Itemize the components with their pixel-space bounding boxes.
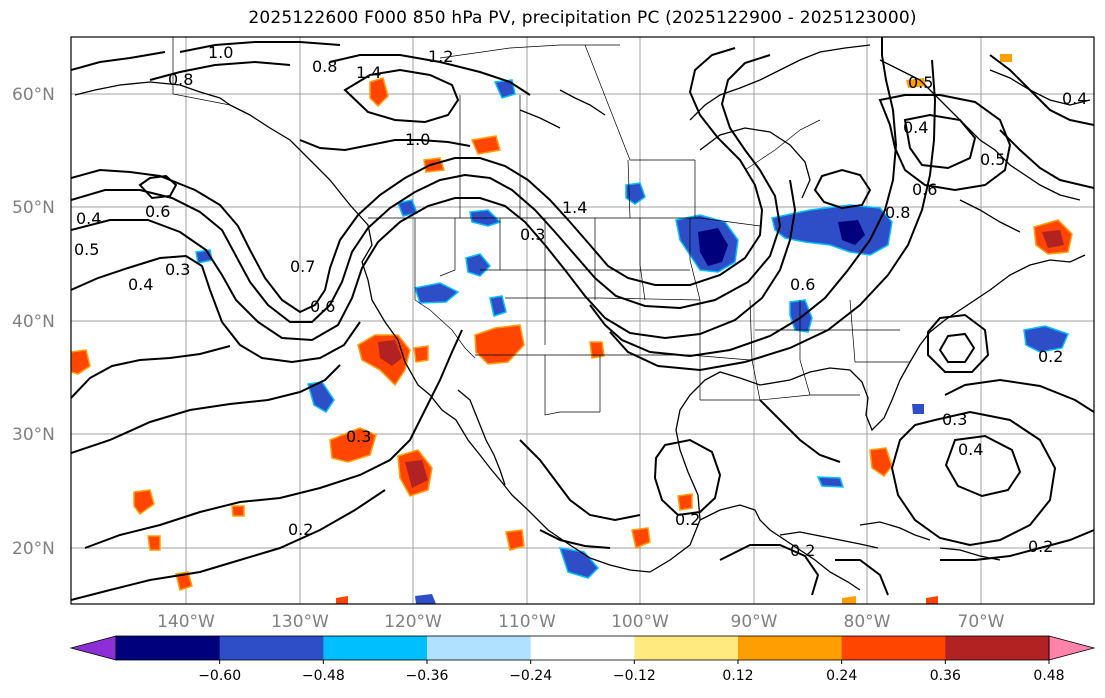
pv-contours [71, 37, 1094, 601]
longitude-labels: 140°W 130°W 120°W 110°W 100°W 90°W 80°W … [157, 612, 1005, 632]
contour-label: 0.3 [942, 410, 967, 429]
contour-label: 1.2 [428, 47, 453, 66]
precip-positive-regions [71, 54, 1073, 604]
contour-label: 0.6 [310, 297, 335, 316]
colorbar-segment [841, 636, 946, 660]
contour-label: 0.2 [1028, 537, 1053, 556]
contour-label: 0.6 [145, 202, 170, 221]
contour-label: 0.8 [885, 203, 910, 222]
colorbar-segment [323, 636, 428, 660]
lon-label: 140°W [157, 612, 215, 632]
contour-label: 0.2 [675, 510, 700, 529]
lat-label: 40°N [12, 312, 55, 332]
lat-label: 20°N [12, 539, 55, 559]
colorbar-tick-label: 0.24 [826, 668, 857, 684]
coastlines [74, 44, 1091, 591]
contour-label: 0.3 [520, 225, 545, 244]
contour-label: 0.5 [74, 240, 99, 259]
contour-label: 0.8 [312, 57, 337, 76]
colorbar-segment [116, 636, 221, 660]
colorbar-segment [530, 636, 635, 660]
colorbar-segment [427, 636, 532, 660]
contour-label: 1.4 [562, 198, 587, 217]
colorbar-extend-low [69, 635, 117, 661]
colorbar-tick-label: 0.36 [930, 668, 961, 684]
lon-label: 90°W [731, 612, 778, 632]
lat-label: 50°N [12, 198, 55, 218]
colorbar-tick-label: −0.24 [509, 668, 552, 684]
colorbar-tick-label: 0.12 [722, 668, 753, 684]
lat-label: 60°N [12, 85, 55, 105]
colorbar-segment [634, 636, 739, 660]
contour-label: 0.3 [165, 260, 190, 279]
colorbar-tick-label: −0.36 [406, 668, 449, 684]
contour-label: 0.5 [908, 73, 933, 92]
contour-label: 0.2 [288, 520, 313, 539]
contour-label: 0.4 [76, 209, 101, 228]
colorbar-outline [115, 635, 1050, 661]
chart-title: 2025122600 F000 850 hPa PV, precipitatio… [248, 8, 917, 28]
colorbar-tick-label: 0.48 [1033, 668, 1064, 684]
colorbar-tick-label: −0.12 [613, 668, 656, 684]
contour-label: 1.0 [405, 130, 430, 149]
contour-label: 0.7 [290, 257, 315, 276]
contour-label: 1.0 [208, 43, 233, 62]
lon-label: 70°W [958, 612, 1005, 632]
map-border [70, 36, 1095, 605]
contour-label: 0.5 [980, 150, 1005, 169]
contour-label: 0.4 [903, 118, 928, 137]
lon-label: 130°W [271, 612, 329, 632]
contour-label: 0.2 [1038, 347, 1063, 366]
contour-label: 0.2 [790, 541, 815, 560]
colorbar-segment [219, 636, 324, 660]
pv-contour-labels: 1.0 0.8 0.8 1.2 1.4 0.5 0.4 0.4 0.5 0.6 … [74, 43, 1087, 560]
contour-label: 0.6 [912, 180, 937, 199]
lat-label: 30°N [12, 425, 55, 445]
contour-label: 1.4 [356, 63, 381, 82]
colorbar: −0.60 −0.48 −0.36 −0.24 −0.12 0.12 0.24 0.36 0.4… [69, 635, 1096, 684]
contour-label: 0.4 [958, 440, 983, 459]
contour-label: 0.4 [1062, 89, 1087, 108]
colorbar-segment [738, 636, 843, 660]
contour-label: 0.3 [346, 427, 371, 446]
colorbar-tick-label: −0.60 [198, 668, 241, 684]
lon-label: 120°W [384, 612, 442, 632]
contour-label: 0.8 [168, 70, 193, 89]
lon-label: 100°W [611, 612, 669, 632]
colorbar-segment [945, 636, 1050, 660]
colorbar-extend-high [1048, 635, 1096, 661]
contour-label: 0.6 [790, 275, 815, 294]
contour-label: 0.4 [128, 275, 153, 294]
lon-label: 110°W [498, 612, 556, 632]
latitude-labels: 60°N 50°N 40°N 30°N 20°N [12, 85, 55, 559]
colorbar-tick-label: −0.48 [302, 668, 345, 684]
lon-label: 80°W [844, 612, 891, 632]
